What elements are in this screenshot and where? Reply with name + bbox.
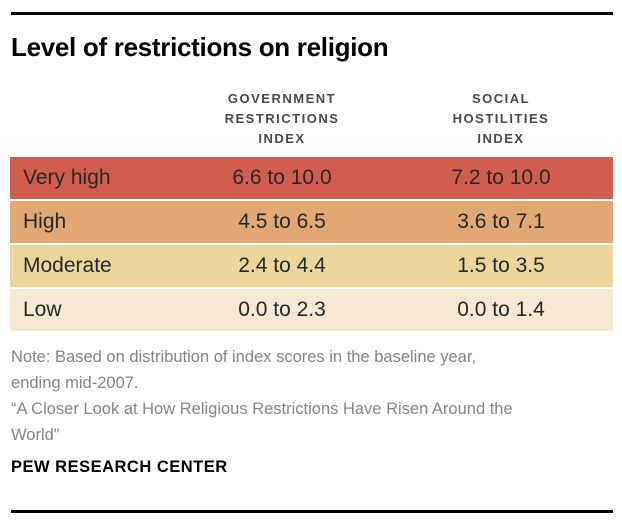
column-header-social-hostilities-index: SOCIAL HOSTILITIES INDEX (391, 89, 611, 149)
note-text: Note: Based on distribution of index sco… (11, 344, 513, 448)
column-header-line: RESTRICTIONS (224, 111, 340, 126)
row-label: Moderate (23, 254, 112, 277)
column-header-government-restrictions-index: GOVERNMENT RESTRICTIONS INDEX (172, 89, 392, 149)
row-label: High (23, 210, 67, 233)
column-header-line: SOCIAL (471, 91, 531, 106)
table-row-high: High 4.5 to 6.5 3.6 to 7.1 (10, 201, 613, 243)
column-header-line: HOSTILITIES (452, 111, 550, 126)
note-line: ending mid-2007. (11, 374, 139, 392)
table-row-very-high: Very high 6.6 to 10.0 7.2 to 10.0 (10, 157, 613, 199)
column-header-line: INDEX (477, 131, 525, 146)
source-label: PEW RESEARCH CENTER (11, 458, 228, 476)
shi-value: 7.2 to 10.0 (451, 166, 551, 189)
row-label: Very high (23, 166, 111, 189)
note-line: Note: Based on distribution of index sco… (11, 348, 477, 366)
gri-value: 6.6 to 10.0 (232, 166, 332, 189)
column-header-line: GOVERNMENT (227, 91, 337, 106)
shi-value: 0.0 to 1.4 (457, 298, 545, 321)
gri-value: 2.4 to 4.4 (238, 254, 326, 277)
table-row-moderate: Moderate 2.4 to 4.4 1.5 to 3.5 (10, 245, 613, 287)
gri-value: 4.5 to 6.5 (238, 210, 326, 233)
shi-value: 3.6 to 7.1 (457, 210, 545, 233)
shi-value: 1.5 to 3.5 (457, 254, 545, 277)
gri-value: 0.0 to 2.3 (238, 298, 326, 321)
column-header-line: INDEX (258, 131, 306, 146)
row-label: Low (23, 298, 62, 321)
bottom-rule (11, 510, 613, 513)
page-title: Level of restrictions on religion (11, 32, 389, 62)
restrictions-table: Very high 6.6 to 10.0 7.2 to 10.0 High 4… (10, 157, 613, 333)
table-row-low: Low 0.0 to 2.3 0.0 to 1.4 (10, 289, 613, 331)
top-rule (11, 12, 613, 15)
citation-line: World” (11, 426, 60, 444)
citation-line: “A Closer Look at How Religious Restrict… (11, 400, 513, 418)
